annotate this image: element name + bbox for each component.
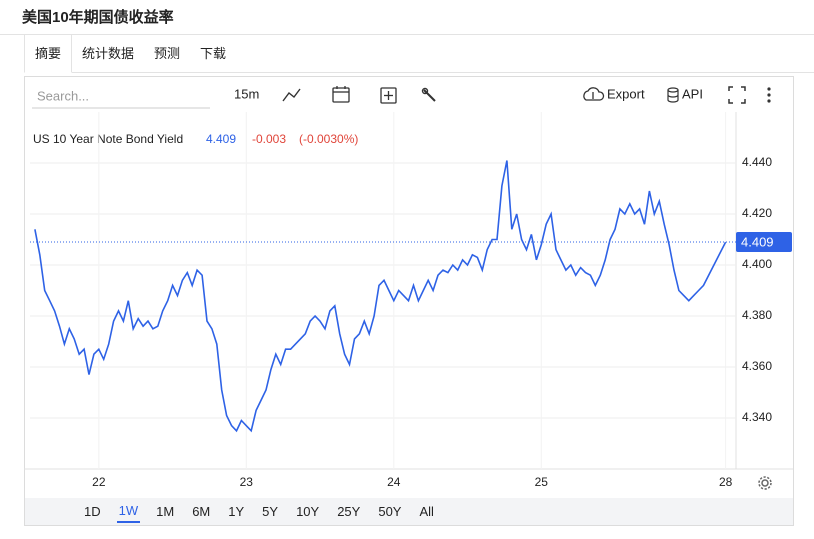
api-button[interactable]: API	[682, 86, 703, 101]
tab[interactable]: 下载	[200, 46, 227, 61]
x-tick-label: 23	[240, 475, 254, 489]
current-value-label: 4.409	[741, 234, 774, 249]
range-button[interactable]: 1W	[116, 500, 141, 523]
tab-bar: 摘要 统计数据 预测 下载	[24, 35, 814, 73]
range-button[interactable]: 1Y	[228, 504, 245, 519]
page-title: 美国10年期国债收益率	[22, 9, 174, 26]
line-series	[34, 160, 727, 433]
tab[interactable]: 摘要	[24, 35, 73, 73]
export-icon[interactable]	[583, 87, 605, 101]
legend-value: 4.409	[206, 132, 236, 146]
tab[interactable]: 预测	[154, 46, 181, 61]
x-tick-label: 28	[719, 475, 733, 489]
range-button[interactable]: All	[419, 504, 434, 519]
range-button[interactable]: 50Y	[378, 504, 402, 519]
api-icon[interactable]	[667, 87, 679, 103]
export-button[interactable]: Export	[607, 86, 645, 101]
settings-icon[interactable]	[758, 476, 772, 490]
y-tick-label: 4.440	[742, 155, 772, 169]
range-button[interactable]: 6M	[192, 504, 211, 519]
legend-name: US 10 Year Note Bond Yield	[33, 132, 183, 146]
range-button[interactable]: 1D	[84, 504, 101, 519]
fullscreen-icon[interactable]	[728, 86, 746, 104]
add-indicator-icon[interactable]	[380, 87, 397, 104]
y-tick-label: 4.400	[742, 257, 772, 271]
range-button[interactable]: 25Y	[337, 504, 361, 519]
chart-widget	[24, 76, 794, 526]
x-tick-label: 22	[92, 475, 106, 489]
menu-icon[interactable]	[767, 87, 771, 103]
x-tick-label: 25	[535, 475, 549, 489]
chart-type-icon[interactable]	[282, 88, 301, 102]
y-tick-label: 4.420	[742, 206, 772, 220]
y-tick-label: 4.340	[742, 410, 772, 424]
range-button[interactable]: 5Y	[262, 504, 279, 519]
y-tick-label: 4.360	[742, 359, 772, 373]
range-bar: 1D 1W 1M 6M 1Y 5Y 10Y 25Y 50Y All	[25, 498, 793, 525]
x-tick-label: 24	[387, 475, 401, 489]
legend-change-pct: (-0.0030%)	[299, 132, 358, 146]
search-input[interactable]: Search...	[37, 88, 89, 103]
interval-button[interactable]: 15m	[234, 86, 259, 101]
calendar-icon[interactable]	[332, 86, 350, 103]
tab[interactable]: 统计数据	[82, 46, 135, 61]
current-value-box	[736, 232, 792, 253]
range-button[interactable]: 1M	[156, 504, 175, 519]
y-tick-label: 4.380	[742, 308, 772, 322]
range-button[interactable]: 10Y	[296, 504, 320, 519]
divider	[0, 34, 814, 35]
legend-change: -0.003	[252, 132, 286, 146]
tools-icon[interactable]	[421, 87, 436, 102]
